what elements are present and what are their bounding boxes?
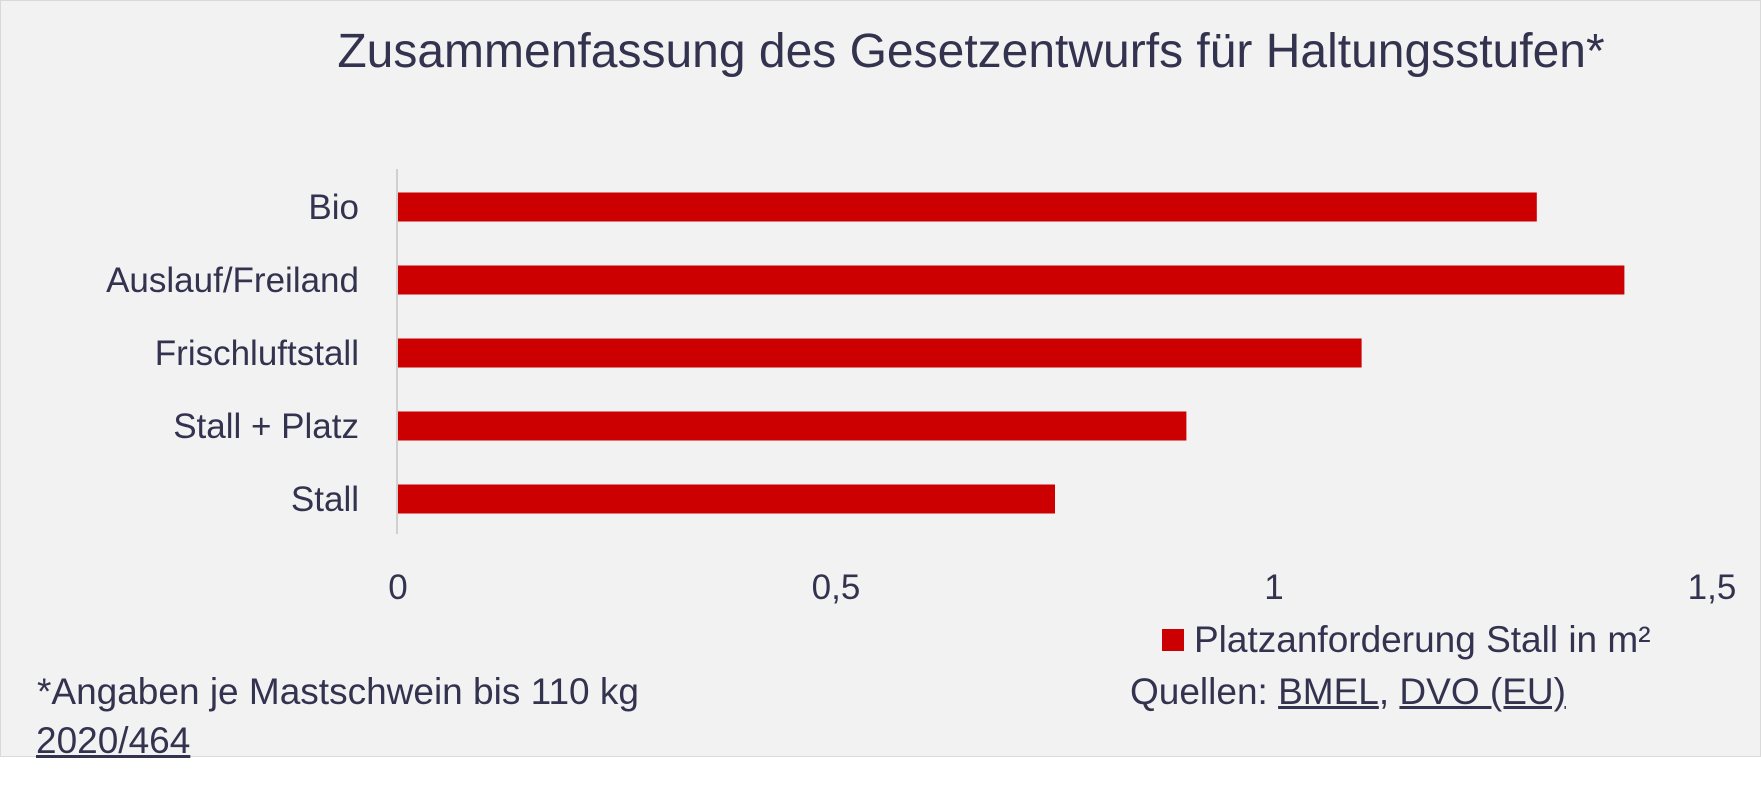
chart-area: Zusammenfassung des Gesetzentwurfs für H… bbox=[0, 0, 1761, 757]
source-link-bmel[interactable]: BMEL bbox=[1278, 671, 1379, 712]
category-label: Auslauf/Freiland bbox=[106, 261, 359, 300]
legend-swatch bbox=[1162, 629, 1184, 651]
source-link-dvo-continued[interactable]: 2020/464 bbox=[36, 720, 191, 761]
source-line2: 2020/464 bbox=[36, 716, 190, 766]
bar-stall bbox=[398, 484, 1055, 514]
chart-title: Zusammenfassung des Gesetzentwurfs für H… bbox=[337, 25, 1605, 78]
x-tick-label: 1,5 bbox=[1688, 568, 1737, 607]
x-tick-label: 0 bbox=[388, 568, 407, 607]
bar-stall-platz bbox=[398, 411, 1187, 441]
category-label: Stall + Platz bbox=[173, 407, 359, 446]
footnote: *Angaben je Mastschwein bis 110 kg bbox=[37, 671, 639, 712]
x-tick-label: 0,5 bbox=[812, 568, 861, 607]
source-link-dvo[interactable]: DVO (EU) bbox=[1399, 671, 1566, 712]
sources-separator: , bbox=[1378, 671, 1400, 712]
bar-auslauf-freiland bbox=[398, 265, 1625, 295]
bar-chart: Bio Auslauf/Freiland Frischluftstall Stall … bbox=[106, 169, 1737, 607]
legend: Platzanforderung Stall in m² bbox=[1162, 615, 1651, 665]
category-label: Bio bbox=[308, 188, 359, 227]
sources-prefix: Quellen: bbox=[1130, 671, 1279, 712]
bar-bio bbox=[398, 192, 1537, 222]
legend-label: Platzanforderung Stall in m² bbox=[1194, 619, 1651, 660]
category-label: Stall bbox=[291, 480, 359, 519]
x-tick-label: 1 bbox=[1264, 568, 1283, 607]
sources: Quellen: BMEL, DVO (EU) bbox=[1130, 667, 1566, 717]
category-label: Frischluftstall bbox=[155, 334, 359, 373]
bar-frischluftstall bbox=[398, 338, 1362, 368]
